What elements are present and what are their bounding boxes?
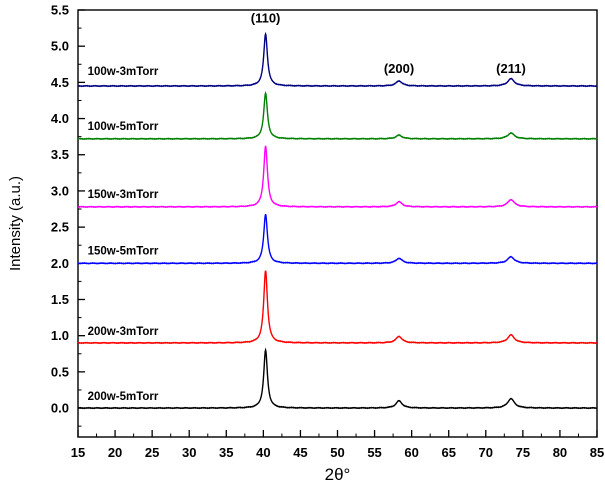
y-tick-label: 0.0 — [51, 401, 69, 416]
y-tick-label: 3.5 — [51, 147, 69, 162]
series-label-100w-3mtorr: 100w-3mTorr — [88, 66, 159, 78]
x-tick-label: 20 — [108, 445, 122, 460]
series-line-100w-3mtorr — [77, 31, 598, 88]
series-label-200w-3mtorr: 200w-3mTorr — [88, 326, 159, 338]
y-tick-label: 5.0 — [51, 39, 69, 54]
series-line-200w-3mtorr — [77, 270, 598, 345]
x-tick-label: 55 — [367, 445, 381, 460]
y-tick-label: 5.5 — [51, 3, 69, 18]
x-tick-label: 70 — [479, 445, 493, 460]
y-tick-label: 4.0 — [51, 111, 69, 126]
series-line-150w-3mtorr — [77, 145, 598, 209]
x-tick-label: 65 — [441, 445, 455, 460]
peak-annotation-200: (200) — [384, 61, 414, 76]
series-label-100w-5mtorr: 100w-5mTorr — [88, 121, 159, 133]
y-axis-title: Intensity (a.u.) — [7, 176, 24, 271]
x-tick-label: 85 — [590, 445, 604, 460]
y-tick-label: 1.5 — [51, 292, 69, 307]
y-tick-label: 2.5 — [51, 220, 69, 235]
series-line-200w-5mtorr — [77, 347, 598, 410]
x-tick-label: 80 — [553, 445, 567, 460]
y-tick-label: 1.0 — [51, 328, 69, 343]
series-line-150w-5mtorr — [77, 214, 598, 265]
series-line-100w-5mtorr — [77, 90, 598, 141]
x-axis-title: 2θ° — [325, 465, 351, 484]
y-tick-label: 0.5 — [51, 364, 69, 379]
series-label-200w-5mtorr: 200w-5mTorr — [88, 391, 159, 403]
series-label-150w-5mtorr: 150w-5mTorr — [88, 246, 159, 258]
peak-annotation-211: (211) — [496, 61, 526, 76]
x-tick-label: 15 — [71, 445, 85, 460]
y-tick-label: 2.0 — [51, 256, 69, 271]
series-label-150w-3mtorr: 150w-3mTorr — [88, 189, 159, 201]
x-tick-label: 30 — [182, 445, 196, 460]
x-tick-label: 45 — [293, 445, 307, 460]
x-tick-label: 75 — [516, 445, 530, 460]
x-tick-label: 60 — [404, 445, 418, 460]
x-tick-label: 35 — [219, 445, 233, 460]
peak-annotation-110: (110) — [251, 10, 281, 25]
x-tick-label: 25 — [145, 445, 159, 460]
x-tick-label: 40 — [256, 445, 270, 460]
y-tick-label: 4.5 — [51, 75, 69, 90]
y-tick-label: 3.0 — [51, 183, 69, 198]
x-tick-label: 50 — [330, 445, 344, 460]
